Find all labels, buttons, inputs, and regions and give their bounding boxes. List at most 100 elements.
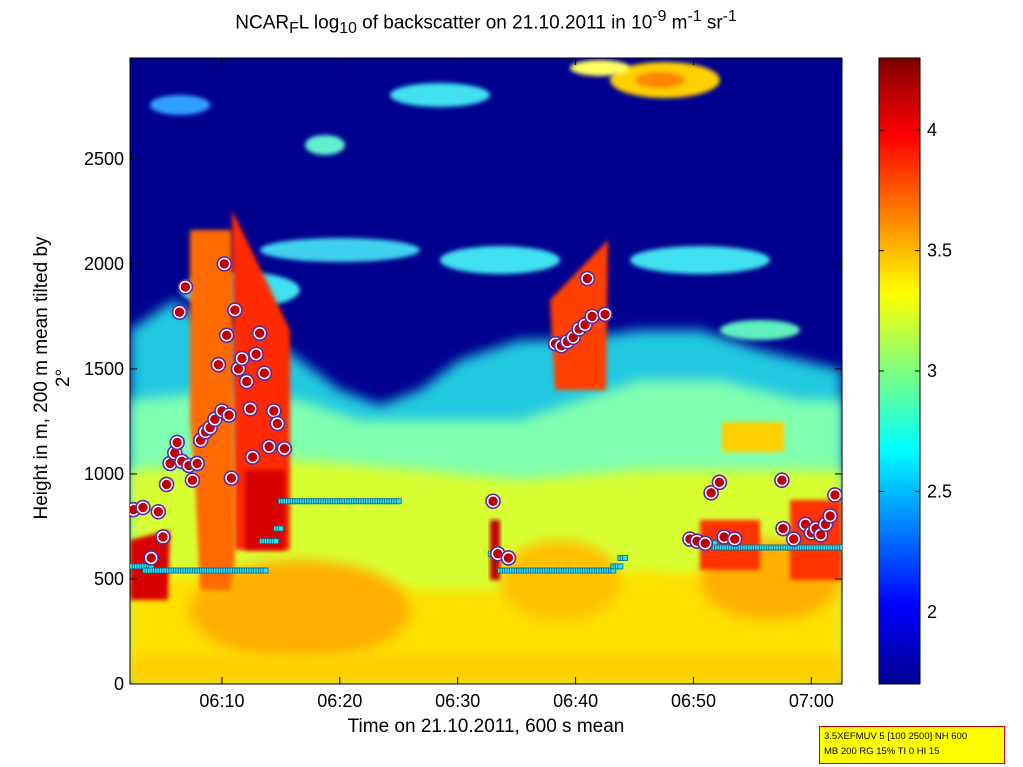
- mixing-layer-markers: [130, 498, 842, 574]
- cloud-base-point: [828, 488, 842, 502]
- cloud-base-point: [258, 366, 271, 380]
- settings-line-2: MB 200 RG 15% TI 0 HI 15: [824, 746, 940, 757]
- cloud-base-point: [186, 473, 199, 487]
- cloud-base-point-ring: [261, 438, 277, 455]
- cloud-base-point-ring: [238, 373, 255, 390]
- cloud-base-point-ring: [785, 531, 802, 547]
- cloud-base-point-ring: [269, 415, 286, 432]
- cloud-base-point-ring: [500, 550, 517, 566]
- cloud-base-point: [585, 310, 599, 323]
- y-tick-label: 2000: [84, 254, 124, 274]
- x-tick-label: 06:40: [553, 691, 598, 711]
- cloud-base-point: [156, 530, 170, 544]
- cloud-base-point: [190, 457, 204, 470]
- cloud-base-point-ring: [711, 474, 728, 491]
- x-tick-label: 06:50: [671, 691, 716, 711]
- cloud-base-point-ring: [256, 365, 273, 381]
- cloud-base-point: [243, 402, 257, 416]
- cloud-base-point-ring: [218, 327, 235, 344]
- y-tick-label: 1000: [84, 464, 124, 484]
- cloud-base-point: [170, 436, 184, 449]
- cloud-base-point: [787, 532, 800, 546]
- colorbar-ticks: 2 2.5 3 3.5 4: [879, 120, 952, 622]
- x-axis-ticks: 06:10 06:20 06:30 06:40 06:50 07:00: [199, 58, 834, 711]
- cloud-base-point-ring: [579, 270, 596, 287]
- cloud-base-point-ring: [227, 302, 243, 318]
- cloud-base-point: [262, 440, 276, 453]
- chart-title: NCARFL log10 of backscatter on 21.10.201…: [235, 8, 737, 38]
- y-tick-label: 0: [114, 674, 124, 694]
- x-axis-label: Time on 21.10.2011, 600 s mean: [347, 716, 625, 737]
- cloud-base-point: [179, 280, 192, 294]
- cloud-base-point: [698, 536, 712, 550]
- mixing-layer-square: [277, 525, 284, 532]
- cloud-base-point: [775, 473, 789, 487]
- cloud-base-point: [212, 358, 225, 371]
- y-axis-ticks: 0 500 1000 1500 2000 2500: [84, 149, 842, 694]
- colorbar: 2 2.5 3 3.5 4: [878, 57, 952, 685]
- cloud-base-point-ring: [223, 470, 240, 486]
- cloud-base-point: [173, 305, 186, 319]
- colorbar-gradient: [878, 57, 921, 685]
- x-tick-label: 06:30: [435, 691, 480, 711]
- cloud-base-point: [823, 509, 837, 523]
- cloud-base-point-ring: [597, 306, 613, 323]
- colorbar-tick-label: 2.5: [927, 481, 952, 501]
- cloud-base-point: [253, 326, 266, 340]
- y-tick-label: 2500: [84, 149, 124, 169]
- cloud-base-point-ring: [774, 472, 790, 489]
- cloud-base-point-ring: [726, 531, 743, 547]
- mixing-layer-square: [622, 555, 628, 561]
- mixing-layer-square: [617, 563, 624, 570]
- cloud-base-point: [728, 532, 742, 546]
- cloud-base-point: [218, 257, 231, 271]
- cloud-base-point-ring: [251, 325, 268, 341]
- mixing-layer-square: [839, 544, 842, 551]
- mixing-layer-square: [395, 498, 402, 505]
- cloud-base-point: [713, 476, 726, 489]
- cloud-base-point-ring: [485, 493, 501, 510]
- cloud-base-point-ring: [234, 350, 250, 367]
- cloud-base-point: [271, 417, 284, 430]
- cloud-base-point: [160, 478, 173, 491]
- cloud-base-point-ring: [697, 535, 714, 552]
- cloud-base-point: [704, 486, 718, 500]
- cloud-base-point: [228, 303, 242, 317]
- colorbar-tick-label: 3: [927, 361, 937, 381]
- settings-line-1: 3.5XEFMUV 5 [100 2500] NH 600: [824, 731, 968, 742]
- cloud-base-point-ring: [703, 485, 719, 501]
- cloud-base-point-ring: [150, 503, 167, 520]
- cloud-base-point: [235, 352, 249, 365]
- cloud-base-point: [267, 404, 281, 418]
- cloud-base-point-ring: [244, 449, 261, 465]
- mixing-layer-square: [273, 538, 280, 545]
- cloud-base-point-ring: [827, 487, 842, 503]
- x-tick-label: 07:00: [789, 691, 834, 711]
- colorbar-tick-label: 3.5: [927, 241, 952, 261]
- cloud-base-point: [225, 471, 238, 485]
- cloud-base-point-ring: [184, 472, 201, 489]
- y-tick-label: 500: [94, 569, 124, 589]
- instrument-settings-box: 3.5XEFMUV 5 [100 2500] NH 600 MB 200 RG …: [819, 726, 1005, 764]
- cloud-base-point-ring: [189, 455, 205, 472]
- plot-frame: [129, 57, 843, 685]
- cloud-base-point-ring: [242, 401, 259, 417]
- cloud-base-point-ring: [158, 476, 175, 493]
- cloud-base-point-ring: [171, 304, 188, 320]
- cloud-base-point: [240, 375, 254, 388]
- cloud-base-point: [246, 450, 259, 464]
- cloud-base-point-ring: [177, 279, 194, 295]
- cloud-base-point: [144, 551, 158, 565]
- cloud-base-point: [486, 494, 500, 508]
- cloud-base-point-ring: [169, 434, 185, 451]
- cloud-base-point-ring: [216, 256, 233, 272]
- cloud-base-point: [249, 347, 263, 361]
- cloud-base-point: [222, 408, 236, 422]
- cloud-base-point-ring: [276, 440, 293, 457]
- cloud-base-point: [581, 272, 594, 285]
- cloud-base-point: [598, 307, 612, 321]
- cloud-base-point: [220, 328, 233, 342]
- y-tick-label: 1500: [84, 359, 124, 379]
- mixing-layer-square: [262, 567, 269, 574]
